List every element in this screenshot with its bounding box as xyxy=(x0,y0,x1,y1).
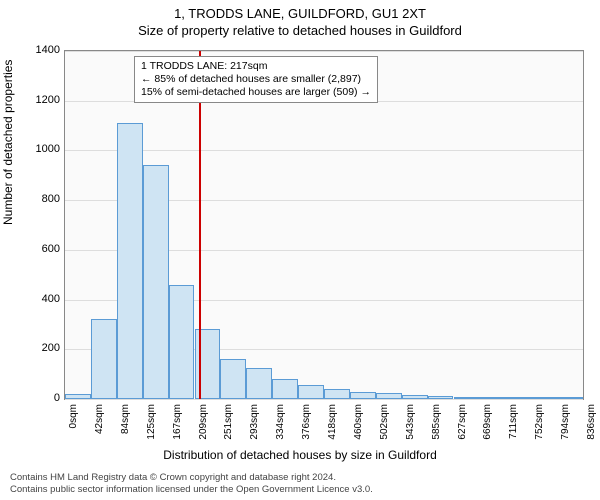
x-tick-label: 752sqm xyxy=(534,404,545,440)
x-tick-label: 251sqm xyxy=(223,404,234,440)
histogram-bar xyxy=(350,392,376,399)
x-tick-label: 334sqm xyxy=(275,404,286,440)
x-tick-label: 502sqm xyxy=(379,404,390,440)
x-tick-label: 42sqm xyxy=(94,404,105,434)
histogram-bar xyxy=(298,385,324,399)
x-tick-label: 418sqm xyxy=(327,404,338,440)
histogram-bar xyxy=(143,165,169,399)
info-box-line1: 1 TRODDS LANE: 217sqm xyxy=(141,60,371,73)
x-tick-label: 293sqm xyxy=(249,404,260,440)
x-tick-label: 84sqm xyxy=(120,404,131,434)
histogram-bar xyxy=(557,397,583,399)
page-title: 1, TRODDS LANE, GUILDFORD, GU1 2XT xyxy=(0,0,600,21)
footer-line2: Contains public sector information licen… xyxy=(10,484,373,495)
footer-line1: Contains HM Land Registry data © Crown c… xyxy=(10,472,373,483)
x-tick-label: 794sqm xyxy=(560,404,571,440)
x-tick-label: 376sqm xyxy=(301,404,312,440)
x-tick-label: 669sqm xyxy=(482,404,493,440)
histogram-bar xyxy=(169,285,195,399)
histogram-bar xyxy=(117,123,143,399)
y-tick-label: 1400 xyxy=(20,44,60,56)
y-tick-label: 800 xyxy=(20,193,60,205)
histogram-bar xyxy=(428,396,454,399)
x-tick-label: 125sqm xyxy=(146,404,157,440)
x-tick-label: 209sqm xyxy=(198,404,209,440)
y-tick-label: 1000 xyxy=(20,143,60,155)
chart-container: 1, TRODDS LANE, GUILDFORD, GU1 2XT Size … xyxy=(0,0,600,500)
gridline-h xyxy=(65,399,583,400)
y-tick-label: 1200 xyxy=(20,94,60,106)
footer-attribution: Contains HM Land Registry data © Crown c… xyxy=(10,472,373,495)
histogram-bar xyxy=(531,397,557,399)
x-tick-label: 0sqm xyxy=(68,404,79,428)
x-axis-label: Distribution of detached houses by size … xyxy=(0,448,600,462)
x-tick-label: 711sqm xyxy=(508,404,519,439)
info-box: 1 TRODDS LANE: 217sqm← 85% of detached h… xyxy=(134,56,378,103)
histogram-bar xyxy=(91,319,117,399)
histogram-bar xyxy=(479,397,505,399)
histogram-bar xyxy=(272,379,298,399)
y-axis-label: Number of detached properties xyxy=(1,60,15,225)
gridline-h xyxy=(65,51,583,52)
y-tick-label: 0 xyxy=(20,392,60,404)
x-tick-label: 167sqm xyxy=(172,404,183,440)
y-tick-label: 400 xyxy=(20,293,60,305)
histogram-bar xyxy=(505,397,531,399)
histogram-bar xyxy=(402,395,428,399)
info-box-line2: ← 85% of detached houses are smaller (2,… xyxy=(141,73,371,86)
x-tick-label: 627sqm xyxy=(457,404,468,440)
x-tick-label: 585sqm xyxy=(431,404,442,440)
x-tick-label: 460sqm xyxy=(353,404,364,440)
histogram-bar xyxy=(220,359,246,399)
y-tick-label: 600 xyxy=(20,243,60,255)
page-subtitle: Size of property relative to detached ho… xyxy=(0,21,600,38)
y-tick-label: 200 xyxy=(20,342,60,354)
histogram-bar xyxy=(65,394,91,399)
x-tick-label: 543sqm xyxy=(405,404,416,440)
histogram-bar xyxy=(324,389,350,399)
histogram-bar xyxy=(246,368,272,399)
histogram-bar xyxy=(454,397,480,399)
info-box-line3: 15% of semi-detached houses are larger (… xyxy=(141,86,371,99)
histogram-bar xyxy=(376,393,402,399)
x-tick-label: 836sqm xyxy=(586,404,597,440)
gridline-h xyxy=(65,150,583,151)
